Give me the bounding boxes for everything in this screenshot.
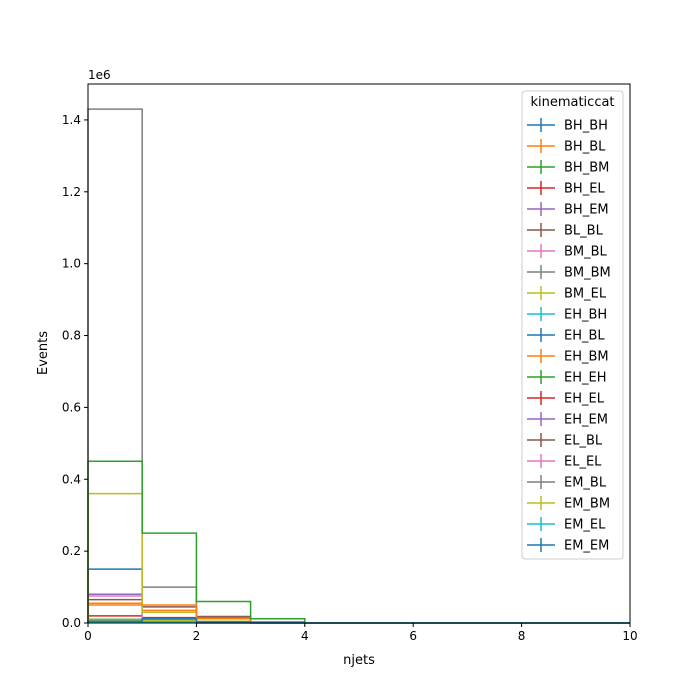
legend-label: BH_EL xyxy=(564,182,605,197)
legend-item: EL_EL xyxy=(527,454,602,470)
legend-label: EH_BM xyxy=(564,350,609,365)
legend-label: EL_BL xyxy=(564,434,603,449)
y-axis-label: Events xyxy=(36,331,51,375)
legend-item: BM_EL xyxy=(527,286,607,302)
y-axis-ticks: 0.0 0.2 0.4 0.6 0.8 1.0 1.2 1.4 xyxy=(62,113,88,630)
y-tick-label: 1.2 xyxy=(62,185,81,199)
legend-label: BM_BL xyxy=(564,245,608,260)
legend-item: BL_BL xyxy=(527,223,604,239)
y-tick-label: 0.6 xyxy=(62,400,81,414)
legend-label: BL_BL xyxy=(564,224,604,239)
legend-item: EL_BL xyxy=(527,433,603,449)
x-tick-label: 4 xyxy=(301,629,309,643)
legend-label: EM_BL xyxy=(564,476,607,491)
legend-label: EH_EM xyxy=(564,413,608,428)
x-tick-label: 0 xyxy=(84,629,92,643)
legend-item: BH_BM xyxy=(527,160,609,176)
legend-item: EM_BL xyxy=(527,475,607,491)
legend-box xyxy=(521,90,624,560)
x-tick-label: 6 xyxy=(409,629,417,643)
legend-label: BM_BM xyxy=(564,266,611,281)
legend-item: EM_EL xyxy=(527,517,606,533)
y-tick-label: 1.0 xyxy=(62,257,81,271)
legend-label: EH_EL xyxy=(564,392,605,407)
legend-label: EL_EL xyxy=(564,455,602,470)
legend-title: kinematiccat xyxy=(530,95,614,110)
legend-label: EH_BL xyxy=(564,329,605,344)
legend-item: EH_EL xyxy=(527,391,605,407)
y-tick-label: 0.4 xyxy=(62,472,81,486)
y-tick-label: 0.8 xyxy=(62,329,81,343)
legend-label: EM_EL xyxy=(564,518,606,533)
x-axis-ticks: 0 2 4 6 8 10 xyxy=(84,623,638,643)
legend-label: EM_BM xyxy=(564,497,610,512)
x-axis-label: njets xyxy=(343,653,375,668)
legend-label: BH_BM xyxy=(564,161,609,176)
legend-item: EH_BM xyxy=(527,349,609,365)
legend-item: EM_BM xyxy=(527,496,610,512)
x-tick-label: 8 xyxy=(518,629,526,643)
axes-frame xyxy=(87,83,631,624)
y-offset-label: 1e6 xyxy=(88,68,111,82)
x-tick-label: 2 xyxy=(193,629,201,643)
legend-label: EH_BH xyxy=(564,308,607,323)
x-tick-label: 10 xyxy=(622,629,637,643)
y-tick-label: 0.2 xyxy=(62,544,81,558)
legend-label: EM_EM xyxy=(564,539,609,554)
legend-item: EM_EM xyxy=(527,538,609,554)
legend-label: EH_EH xyxy=(564,371,606,386)
legend-item: EH_BL xyxy=(527,328,605,344)
legend-item: BH_EL xyxy=(527,181,605,197)
legend-label: BH_EM xyxy=(564,203,609,218)
legend-item: BM_BM xyxy=(527,265,611,281)
y-tick-label: 1.4 xyxy=(62,113,81,127)
legend-item: EH_EM xyxy=(527,412,608,428)
legend-item: BH_EM xyxy=(527,202,609,218)
legend-label: BH_BL xyxy=(564,140,606,155)
legend-items: BH_BH BH_BL BH_BM BH_EL BH_EM BL_BL BM_BL BM_BM… xyxy=(527,118,611,554)
legend-item: BM_BL xyxy=(527,244,608,260)
y-tick-label: 0.0 xyxy=(62,616,81,630)
legend-item: BH_BH xyxy=(527,118,608,134)
legend-item: EH_BH xyxy=(527,307,607,323)
legend-item: BH_BL xyxy=(527,139,606,155)
legend-label: BM_EL xyxy=(564,287,607,302)
legend: kinematiccat BH_BH BH_BL BH_BM BH_EL BH_EM BL… xyxy=(521,90,624,560)
legend-item: EH_EH xyxy=(527,370,606,386)
legend-label: BH_BH xyxy=(564,119,608,134)
